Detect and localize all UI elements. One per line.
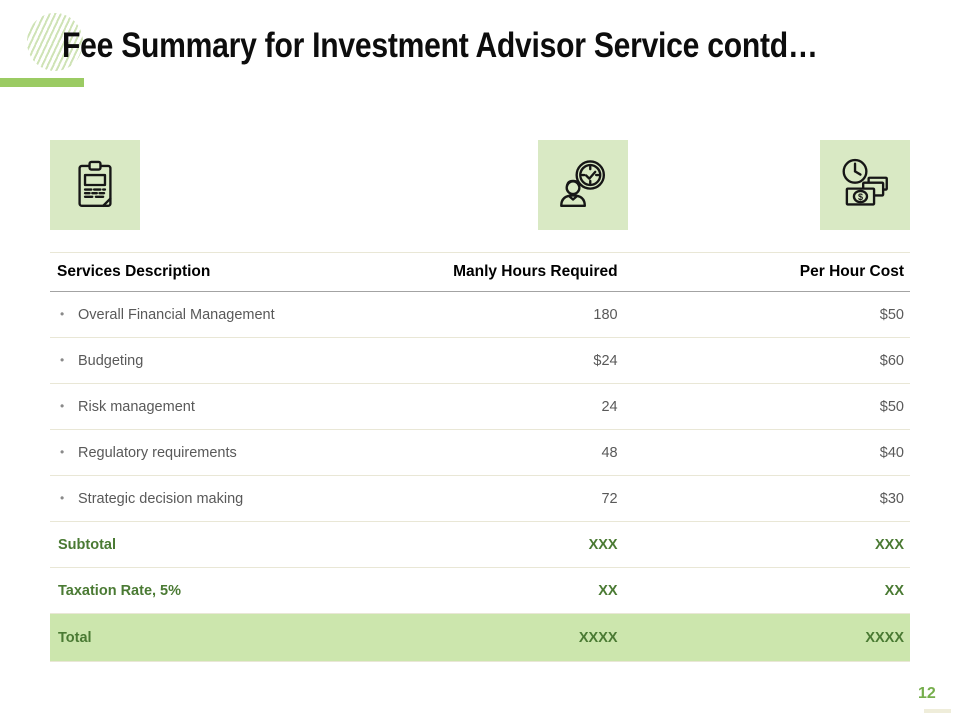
page-title: Fee Summary for Investment Advisor Servi… (62, 26, 818, 65)
title-accent-bar (0, 78, 84, 87)
subtotal-label: Subtotal (50, 521, 412, 568)
bullet-icon: • (60, 398, 65, 413)
hours-value: 72 (411, 475, 618, 522)
total-hours: XXXX (411, 613, 618, 662)
man-hours-clock-icon (554, 156, 612, 214)
total-cost: XXXX (617, 613, 910, 662)
bullet-icon: • (60, 352, 65, 367)
table-row: • Regulatory requirements 48 $40 (50, 429, 910, 476)
table-row: • Overall Financial Management 180 $50 (50, 291, 910, 338)
taxation-rate-label: Taxation Rate, 5% (50, 567, 412, 614)
taxation-rate-cost: XX (617, 567, 910, 614)
subtotal-hours: XXX (411, 521, 618, 568)
cost-value: $50 (617, 383, 910, 430)
service-name: Overall Financial Management (78, 306, 275, 323)
taxation-rate-row: Taxation Rate, 5% XX XX (50, 567, 910, 614)
hours-value: 180 (411, 291, 618, 338)
table-header-row: Services Description Manly Hours Require… (50, 252, 910, 292)
total-label: Total (50, 613, 412, 662)
cost-value: $60 (617, 337, 910, 384)
table-row: • Budgeting $24 $60 (50, 337, 910, 384)
hours-value: 24 (411, 383, 618, 430)
fee-summary-table: Services Description Manly Hours Require… (50, 252, 910, 662)
bullet-icon: • (60, 490, 65, 505)
column-header-per-hour-cost: Per Hour Cost (617, 252, 910, 292)
hourly-cost-money-icon: $ (836, 156, 894, 214)
column-header-manly-hours-required: Manly Hours Required (411, 252, 618, 292)
taxation-rate-hours: XX (411, 567, 618, 614)
subtotal-cost: XXX (617, 521, 910, 568)
page-number-underline (924, 709, 951, 713)
table-row: • Strategic decision making 72 $30 (50, 475, 910, 522)
service-name: Strategic decision making (78, 490, 244, 507)
bullet-icon: • (60, 444, 65, 459)
table-row: • Risk management 24 $50 (50, 383, 910, 430)
page-number: 12 (918, 685, 936, 702)
services-description-icon-box (50, 140, 140, 230)
service-name: Budgeting (78, 352, 144, 369)
service-name: Risk management (78, 398, 195, 415)
bullet-icon: • (60, 306, 65, 321)
cost-value: $50 (617, 291, 910, 338)
service-name: Regulatory requirements (78, 444, 237, 461)
total-row: Total XXXX XXXX (50, 613, 910, 662)
title-hatch-decoration (27, 13, 83, 71)
manly-hours-icon-box (538, 140, 628, 230)
clipboard-icon (66, 156, 124, 214)
cost-value: $30 (617, 475, 910, 522)
hours-value: 48 (411, 429, 618, 476)
column-header-services-description: Services Description (50, 252, 412, 292)
per-hour-cost-icon-box: $ (820, 140, 910, 230)
dollar-glyph: $ (858, 192, 863, 202)
hours-value: $24 (411, 337, 618, 384)
cost-value: $40 (617, 429, 910, 476)
subtotal-row: Subtotal XXX XXX (50, 521, 910, 568)
